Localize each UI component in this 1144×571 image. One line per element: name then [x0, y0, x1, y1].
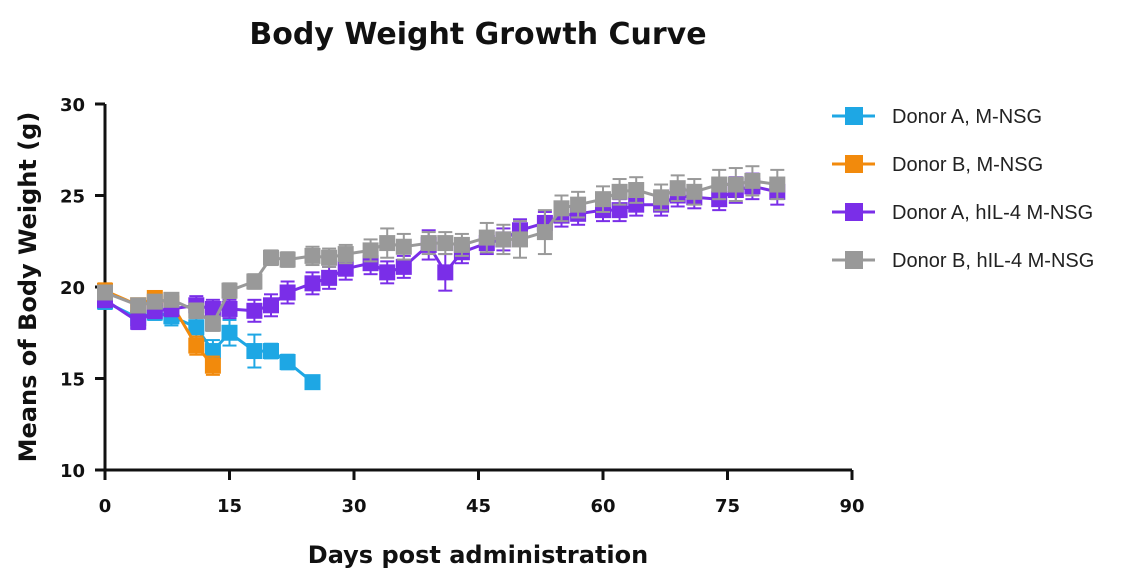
y-tick-label: 25 — [60, 187, 85, 208]
data-point — [188, 319, 205, 336]
y-tick-label: 15 — [60, 370, 85, 391]
data-point — [337, 246, 354, 263]
data-point — [553, 200, 570, 217]
data-point — [321, 249, 338, 266]
x-tick-label: 90 — [839, 496, 864, 517]
data-point — [304, 374, 321, 391]
data-point — [263, 343, 279, 360]
data-point — [628, 196, 645, 213]
data-point — [536, 224, 553, 241]
data-point — [395, 238, 412, 255]
x-tick-label: 15 — [217, 496, 242, 517]
data-point — [727, 176, 744, 193]
x-tick-label: 45 — [466, 496, 491, 517]
x-tick-label: 30 — [341, 496, 366, 517]
data-point — [669, 180, 686, 197]
series-layer — [97, 165, 786, 391]
data-point — [321, 269, 338, 286]
data-point — [188, 302, 205, 319]
legend-item: Donor A, M-NSG — [832, 106, 1042, 128]
data-point — [221, 282, 238, 299]
data-point — [246, 273, 263, 290]
x-tick-label: 0 — [99, 496, 112, 517]
legend-marker — [845, 203, 863, 221]
data-point — [146, 293, 163, 310]
data-point — [611, 183, 628, 200]
data-point — [263, 297, 279, 314]
data-point — [653, 189, 670, 206]
y-tick-label: 10 — [60, 461, 85, 482]
y-tick-label: 20 — [60, 278, 85, 299]
data-point — [453, 236, 470, 253]
data-point — [379, 264, 396, 281]
legend-item: Donor B, hIL-4 M-NSG — [832, 250, 1094, 272]
legend-label: Donor B, hIL-4 M-NSG — [892, 250, 1094, 272]
data-point — [395, 258, 412, 275]
data-point — [512, 231, 528, 248]
data-point — [279, 251, 296, 268]
data-point — [628, 182, 645, 199]
data-point — [362, 255, 379, 272]
legend-item: Donor B, M-NSG — [832, 154, 1043, 176]
data-point — [769, 176, 786, 193]
data-point — [163, 291, 180, 308]
data-point — [304, 275, 321, 292]
data-point — [304, 247, 321, 264]
data-point — [221, 324, 238, 341]
data-point — [246, 302, 263, 319]
data-point — [611, 202, 628, 219]
data-point — [188, 337, 205, 354]
series-4 — [97, 165, 786, 332]
data-point — [279, 284, 296, 301]
legend-item: Donor A, hIL-4 M-NSG — [832, 202, 1093, 224]
chart-title: Body Weight Growth Curve — [249, 17, 706, 52]
data-point — [362, 242, 379, 259]
data-point — [711, 176, 728, 193]
x-axis-label: Days post administration — [308, 541, 648, 569]
data-point — [204, 315, 221, 332]
y-axis-label: Means of Body Weight (g) — [14, 112, 42, 463]
data-point — [420, 235, 437, 252]
data-point — [130, 297, 147, 314]
data-point — [686, 183, 703, 200]
data-point — [130, 313, 147, 330]
data-point — [263, 249, 279, 266]
data-point — [97, 284, 113, 301]
data-point — [437, 235, 454, 252]
legend-label: Donor A, M-NSG — [892, 106, 1042, 128]
legend-label: Donor B, M-NSG — [892, 154, 1043, 176]
legend-label: Donor A, hIL-4 M-NSG — [892, 202, 1093, 224]
data-point — [279, 354, 296, 371]
data-point — [221, 300, 238, 317]
legend-marker — [845, 251, 863, 269]
x-tick-label: 75 — [715, 496, 740, 517]
y-tick-label: 30 — [60, 95, 85, 116]
data-point — [478, 229, 495, 246]
x-tick-label: 60 — [590, 496, 615, 517]
data-point — [246, 343, 263, 360]
data-point — [204, 343, 221, 360]
data-point — [570, 196, 587, 213]
data-point — [595, 191, 611, 208]
data-point — [337, 260, 354, 277]
legend-marker — [845, 155, 863, 173]
data-point — [437, 264, 454, 281]
data-point — [744, 172, 761, 189]
data-point — [495, 231, 512, 248]
legend-marker — [845, 107, 863, 125]
data-point — [204, 357, 221, 374]
axes — [103, 104, 852, 472]
legend: Donor A, M-NSG Donor B, M-NSG Donor A, hIL… — [832, 106, 1094, 272]
tick-group: 0 15 30 45 60 75 90 10 15 20 25 30 — [60, 95, 865, 517]
data-point — [379, 235, 396, 252]
